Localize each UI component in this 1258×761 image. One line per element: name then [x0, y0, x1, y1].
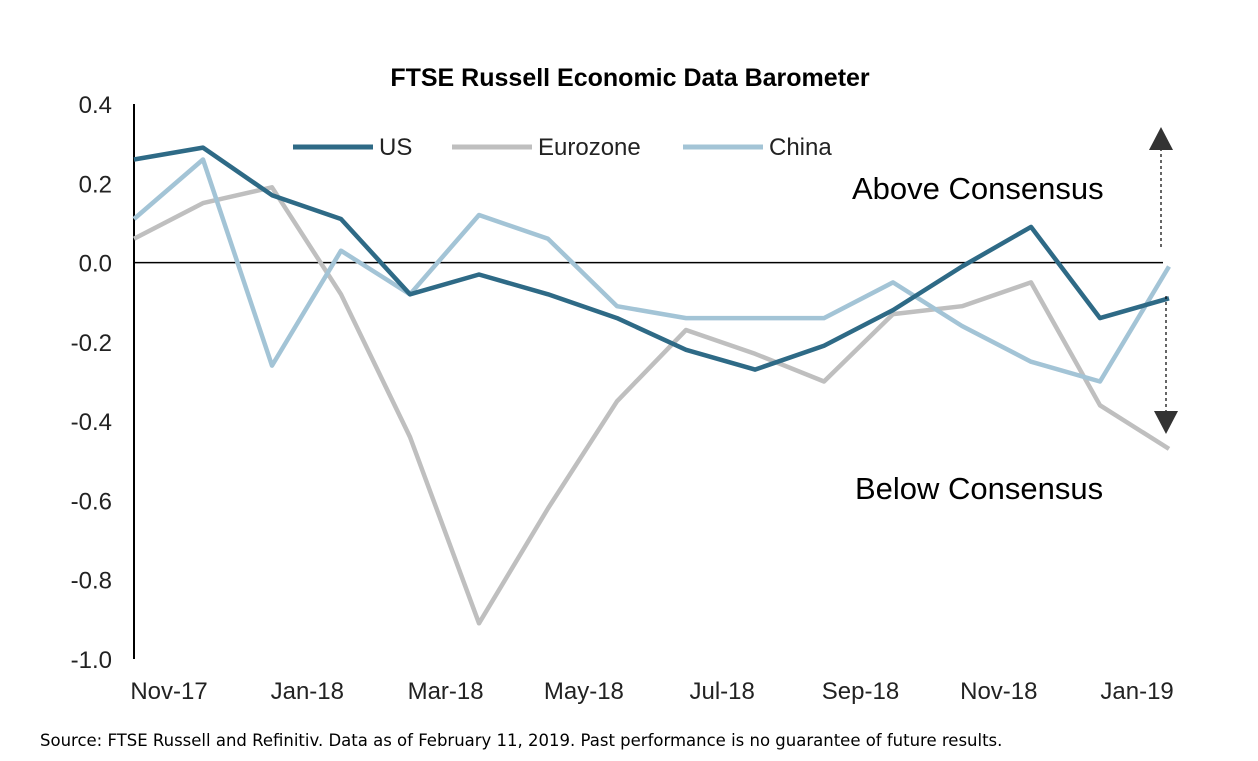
y-tick-label: -1.0 [71, 647, 112, 674]
y-tick-label: -0.4 [71, 409, 112, 436]
annotation-above-consensus: Above Consensus [852, 171, 1104, 206]
y-tick-label: -0.8 [71, 568, 112, 595]
series-line-eurozone [132, 185, 1171, 626]
x-tick-label: Jan-18 [271, 678, 344, 705]
legend-label-china: China [769, 134, 832, 161]
x-tick-label: Sep-18 [822, 678, 899, 705]
y-tick-label: -0.6 [71, 488, 112, 515]
series-line-china [132, 157, 1171, 384]
x-tick-label: Jul-18 [690, 678, 755, 705]
x-tick-label: Jan-19 [1100, 678, 1173, 705]
series-lines [132, 145, 1171, 626]
chart-title: FTSE Russell Economic Data Barometer [390, 64, 870, 92]
x-tick-label: Nov-18 [960, 678, 1037, 705]
x-axis-ticks: Nov-17 Jan-18 Mar-18 May-18 Jul-18 Sep-18 Nov-… [130, 678, 1173, 705]
series-line-us [133, 145, 1170, 372]
down-arrow-icon [1154, 296, 1178, 434]
x-tick-label: Mar-18 [408, 678, 484, 705]
y-tick-label: 0.4 [79, 92, 112, 119]
legend-label-us: US [379, 134, 412, 161]
legend: US Eurozone China [293, 134, 832, 161]
annotation-below-consensus: Below Consensus [855, 471, 1103, 506]
y-tick-label: 0.0 [79, 251, 112, 278]
x-tick-label: May-18 [544, 678, 624, 705]
up-arrow-icon [1149, 127, 1173, 248]
legend-label-eurozone: Eurozone [538, 134, 641, 161]
source-note: Source: FTSE Russell and Refinitiv. Data… [40, 731, 1003, 750]
x-tick-label: Nov-17 [130, 678, 207, 705]
y-tick-label: -0.2 [71, 330, 112, 357]
y-axis-ticks: 0.4 0.2 0.0 -0.2 -0.4 -0.6 -0.8 -1.0 [71, 92, 112, 674]
y-tick-label: 0.2 [79, 171, 112, 198]
